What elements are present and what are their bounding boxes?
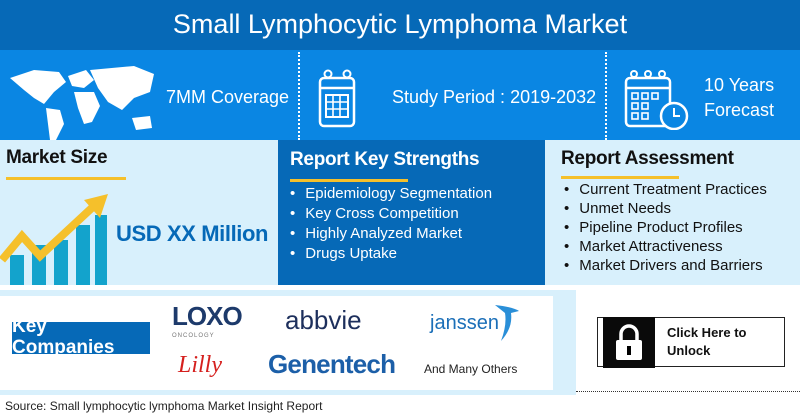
logo-genentech: Genentech bbox=[268, 349, 396, 379]
list-item: Key Cross Competition bbox=[290, 204, 492, 224]
logo-abbvie: abbvie bbox=[285, 305, 362, 335]
list-item: Market Attractiveness bbox=[564, 237, 767, 256]
list-item: Current Treatment Practices bbox=[564, 180, 767, 199]
divider bbox=[605, 52, 607, 140]
logo-loxo: LOXO bbox=[172, 301, 243, 331]
heading-underline bbox=[6, 177, 126, 180]
calendar-icon bbox=[318, 69, 356, 128]
key-strengths-list: Epidemiology Segmentation Key Cross Comp… bbox=[290, 184, 492, 264]
source-note: Source: Small lymphocytic lymphoma Marke… bbox=[5, 399, 323, 413]
growth-chart-icon bbox=[0, 194, 108, 285]
market-size-value: USD XX Million bbox=[116, 221, 269, 246]
forecast-line1: 10 Years bbox=[704, 75, 775, 95]
market-size-panel bbox=[0, 140, 278, 285]
unlock-line2[interactable]: Unlock bbox=[667, 343, 711, 358]
unlock-line1[interactable]: Click Here to bbox=[667, 325, 747, 340]
lock-box[interactable] bbox=[603, 317, 655, 368]
logo-janssen: janssen bbox=[430, 312, 499, 334]
list-item: Highly Analyzed Market bbox=[290, 224, 492, 244]
janssen-swoosh-icon bbox=[495, 305, 519, 341]
market-size-heading: Market Size bbox=[6, 147, 108, 168]
divider bbox=[298, 52, 300, 140]
list-item: Epidemiology Segmentation bbox=[290, 184, 492, 204]
coverage-text: 7MM Coverage bbox=[166, 87, 290, 107]
heading-underline bbox=[561, 176, 679, 179]
divider bbox=[576, 391, 800, 392]
list-item: Drugs Uptake bbox=[290, 244, 492, 264]
list-item: Market Drivers and Barriers bbox=[564, 256, 767, 275]
forecast-line2: Forecast bbox=[704, 100, 775, 120]
list-item: Unmet Needs bbox=[564, 199, 767, 218]
logo-loxo-sub: ONCOLOGY bbox=[172, 333, 215, 339]
study-period-text: Study Period : 2019-2032 bbox=[392, 87, 597, 107]
world-map-icon bbox=[10, 66, 154, 140]
and-many-others: And Many Others bbox=[424, 362, 518, 376]
list-item: Pipeline Product Profiles bbox=[564, 218, 767, 237]
key-strengths-heading: Report Key Strengths bbox=[290, 149, 480, 170]
page-title: Small Lymphocytic Lymphoma Market bbox=[0, 0, 800, 50]
key-companies-label: Key Companies bbox=[12, 316, 150, 358]
heading-underline bbox=[290, 179, 408, 182]
assessment-heading: Report Assessment bbox=[561, 148, 734, 169]
lock-icon bbox=[616, 324, 642, 360]
calendar-clock-icon bbox=[624, 70, 689, 130]
assessment-list: Current Treatment Practices Unmet Needs … bbox=[564, 180, 767, 275]
logo-lilly: Lilly bbox=[178, 352, 223, 378]
